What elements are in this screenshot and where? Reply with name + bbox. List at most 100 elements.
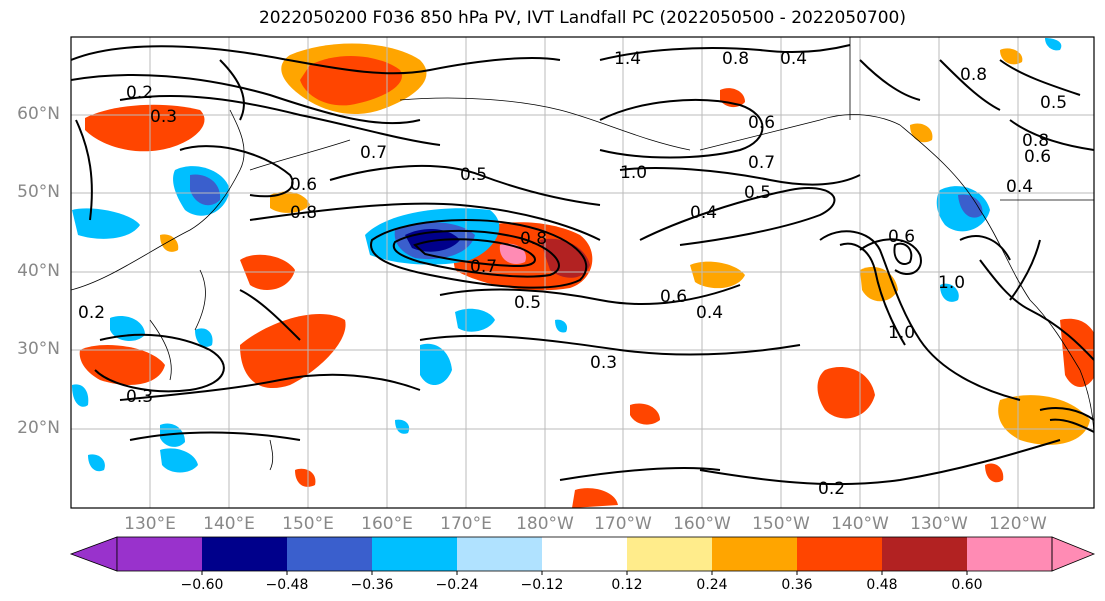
contour-label: 1.0 <box>888 323 915 343</box>
lon-label: 180°W <box>516 514 574 534</box>
positive-anomaly-region <box>572 488 618 508</box>
negative-anomaly-region <box>555 319 568 333</box>
contour-label: 0.4 <box>696 303 723 323</box>
colorbar-tick-label: 0.24 <box>696 577 728 593</box>
positive-anomaly-region <box>295 468 316 487</box>
positive-anomaly-region <box>85 104 205 152</box>
map-title: 2022050200 F036 850 hPa PV, IVT Landfall… <box>258 8 906 28</box>
positive-anomaly-region <box>817 367 875 419</box>
contour-label: 0.2 <box>818 479 845 499</box>
lat-label: 30°N <box>17 339 60 359</box>
contour-label: 1.0 <box>620 163 647 183</box>
contour-label: 1.4 <box>614 49 641 69</box>
colorbar-swatch <box>967 537 1052 571</box>
colorbar-swatch <box>712 537 797 571</box>
colorbar-tick-label: −0.60 <box>180 577 224 593</box>
contour-label: 0.6 <box>888 227 915 247</box>
contour-label: 0.8 <box>290 203 317 223</box>
contour-label-layer: 1.4 0.8 0.4 0.8 0.5 0.3 0.2 0.6 0.7 1.0 … <box>78 49 1067 499</box>
contour-label: 0.5 <box>1040 93 1067 113</box>
colorbar-tick-label: −0.12 <box>520 577 564 593</box>
lon-label: 140°E <box>203 514 255 534</box>
graticule <box>71 37 1094 508</box>
positive-anomaly-region <box>300 55 402 106</box>
positive-anomaly-region <box>910 123 933 143</box>
colorbar-tick-label: −0.36 <box>350 577 394 593</box>
pv-contours <box>71 44 1094 486</box>
lat-label: 20°N <box>17 418 60 438</box>
lat-label: 50°N <box>17 182 60 202</box>
positive-anomaly-region <box>998 395 1090 445</box>
contour-label: 0.5 <box>514 293 541 313</box>
positive-anomaly-region <box>630 403 660 425</box>
contour-label: 0.2 <box>78 303 105 323</box>
negative-anomaly-region <box>72 208 140 239</box>
colorbar-border <box>116 536 1053 572</box>
negative-anomaly-region <box>88 454 105 472</box>
lon-label: 170°E <box>440 514 492 534</box>
lon-label: 150°E <box>282 514 334 534</box>
colorbar-tick-label: 0.36 <box>781 577 813 593</box>
colorbar-swatch <box>202 537 287 571</box>
negative-anomaly-region <box>940 283 959 302</box>
lon-label: 160°E <box>361 514 413 534</box>
colorbar-swatch <box>287 537 372 571</box>
positive-anomaly-region <box>985 463 1004 483</box>
colorbar-tick-label: 0.60 <box>951 577 983 593</box>
contour-label: 0.6 <box>748 113 775 133</box>
contour-label: 0.8 <box>1022 131 1049 151</box>
negative-anomaly-region <box>195 328 213 347</box>
negative-anomaly-region <box>455 308 495 332</box>
colorbar <box>69 536 1096 575</box>
negative-anomaly-region <box>190 174 221 206</box>
lon-label: 120°W <box>989 514 1047 534</box>
negative-anomaly-region <box>160 448 198 473</box>
lat-label: 40°N <box>17 261 60 281</box>
colorbar-extend-min <box>69 536 118 572</box>
negative-anomaly-region <box>395 419 410 434</box>
contour-label: 0.5 <box>460 165 487 185</box>
colorbar-swatch <box>117 537 202 571</box>
lon-label: 130°W <box>910 514 968 534</box>
contour-label: 0.4 <box>780 49 807 69</box>
contour-label: 0.2 <box>126 83 153 103</box>
map-frame <box>70 36 1095 509</box>
colorbar-extend-max <box>1051 536 1096 572</box>
contour-label: 0.4 <box>690 203 717 223</box>
coastlines <box>71 37 1094 471</box>
contour-label: 0.3 <box>590 353 617 373</box>
colorbar-swatch <box>542 537 627 571</box>
lon-label: 130°E <box>124 514 176 534</box>
colorbar-swatch <box>627 537 712 571</box>
colorbar-swatch <box>457 537 542 571</box>
positive-anomaly-region <box>240 314 346 389</box>
contour-label: 0.8 <box>722 49 749 69</box>
positive-anomaly-region <box>540 238 590 278</box>
colorbar-swatch <box>882 537 967 571</box>
contour-label: 0.8 <box>520 229 547 249</box>
lon-label: 140°W <box>831 514 889 534</box>
colorbar-tick-label: −0.24 <box>435 577 479 593</box>
contour-label: 0.6 <box>1024 147 1051 167</box>
contour-label: 0.3 <box>150 107 177 127</box>
lon-label: 160°W <box>673 514 731 534</box>
contour-label: 0.6 <box>290 175 317 195</box>
contour-label: 0.7 <box>748 153 775 173</box>
contour-label: 0.5 <box>744 183 771 203</box>
lat-label: 60°N <box>17 104 60 124</box>
lon-label: 170°W <box>594 514 652 534</box>
contour-label: 0.6 <box>660 287 687 307</box>
negative-anomaly-region <box>1045 38 1062 51</box>
contour-label: 0.3 <box>126 387 153 407</box>
negative-anomaly-region <box>72 384 89 407</box>
positive-anomaly-region <box>690 261 745 289</box>
positive-anomaly-region <box>270 191 310 213</box>
contour-label: 1.0 <box>938 273 965 293</box>
contour-label: 0.7 <box>360 143 387 163</box>
colorbar-swatch <box>797 537 882 571</box>
colorbar-tick-label: 0.12 <box>611 577 643 593</box>
positive-anomaly-region <box>1000 48 1023 65</box>
colorbar-swatch <box>372 537 457 571</box>
colorbar-tick-label: −0.48 <box>265 577 309 593</box>
